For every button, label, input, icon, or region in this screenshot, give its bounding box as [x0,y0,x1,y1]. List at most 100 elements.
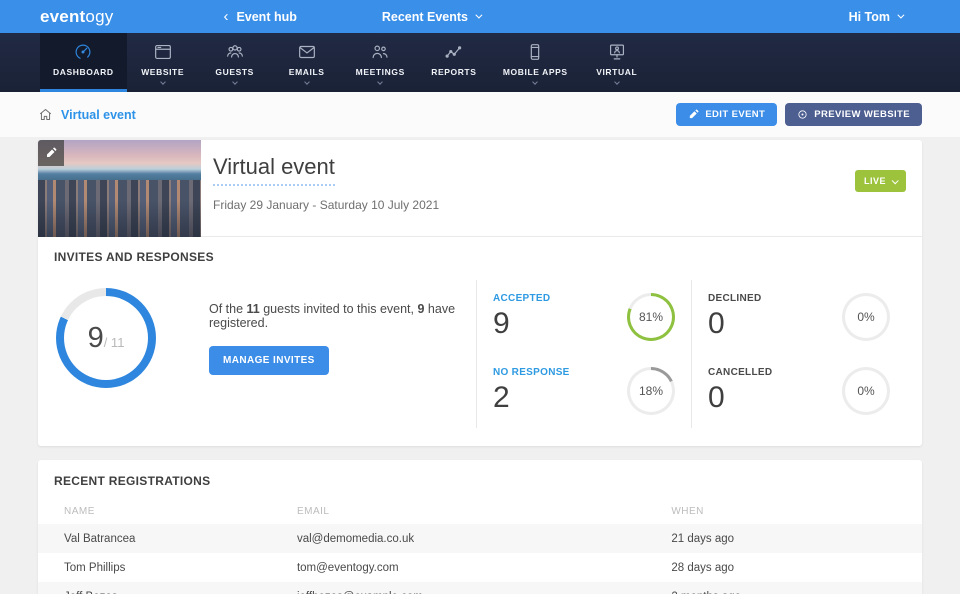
chevron-down-icon [532,79,539,85]
column-header-when: WHEN [671,505,704,517]
eventogy-logo[interactable]: eventogy [40,7,113,27]
stat-declined-value: 0 [708,307,725,340]
chevron-down-icon [613,79,620,85]
chevron-down-icon [897,11,905,19]
donut-registered-count: 9 [87,321,104,354]
monitor-person-icon [609,44,624,60]
recent-events-label: Recent Events [381,9,469,24]
registration-name: Val Batrancea [64,532,136,545]
event-info: Virtual event Friday 29 January - Saturd… [201,140,922,237]
breadcrumb[interactable]: Virtual event [38,107,136,122]
nav-label: EMAILS [288,67,325,77]
table-row[interactable]: Tom Phillips tom@eventogy.com 28 days ag… [38,553,922,582]
table-header: NAME EMAIL WHEN [38,498,922,524]
nav-label: GUESTS [215,67,254,77]
nav-item-website[interactable]: WEBSITE [127,33,199,92]
stat-cancelled: CANCELLED 0 0% [708,354,890,428]
chevron-down-icon [377,79,384,85]
stat-declined: DECLINED 0 0% [708,280,890,354]
stat-accepted: ACCEPTED 9 81% [493,280,675,354]
edit-image-button[interactable] [38,140,64,166]
recent-events-dropdown[interactable]: Recent Events [381,9,483,24]
envelope-icon [298,45,315,59]
phone-icon [531,44,540,60]
stat-declined-label: DECLINED [708,293,762,304]
registration-when: 2 months ago [671,591,896,594]
nav-item-guests[interactable]: GUESTS [199,33,271,92]
invites-summary-column: Of the 11 guests invited to this event, … [209,280,476,428]
event-title[interactable]: Virtual event [213,154,335,186]
recent-registrations-card: RECENT REGISTRATIONS NAME EMAIL WHEN Val… [38,460,922,594]
preview-website-label: PREVIEW WEBSITE [814,109,910,120]
stat-accepted-label[interactable]: ACCEPTED [493,293,551,304]
stat-no-response-ring: 18% [627,367,675,415]
invites-donut-chart: 9/ 11 [56,288,156,388]
stat-accepted-ring: 81% [627,293,675,341]
registration-email: val@demomedia.co.uk [296,532,415,545]
back-chevron-icon: ‹ [223,8,229,25]
invites-heading: INVITES AND RESPONSES [54,250,214,264]
preview-website-button[interactable]: PREVIEW WEBSITE [785,103,922,126]
two-people-icon [372,45,388,59]
registration-when: 28 days ago [671,561,735,574]
logo-bold: event [40,6,86,26]
chevron-down-icon [303,79,310,85]
registration-email: jeffbezos@example.com [297,591,671,594]
nav-label: DASHBOARD [53,67,114,77]
user-menu[interactable]: Hi Tom [848,9,905,24]
status-badge: LIVE [863,176,886,186]
nav-label: MOBILE APPS [502,67,568,77]
column-header-name: NAME [64,505,95,517]
registration-name: Jeff Bezos [64,591,297,594]
stat-no-response-label[interactable]: NO RESPONSE [493,367,570,378]
event-hub-label: Event hub [236,10,297,24]
nav-item-emails[interactable]: EMAILS [271,33,343,92]
nav-label: MEETINGS [355,67,405,77]
breadcrumb-bar: Virtual event EDIT EVENT PREVIEW WEBSITE [0,92,960,137]
gauge-icon [75,44,91,60]
event-hub-link[interactable]: ‹ Event hub [223,8,296,25]
invites-summary-text: Of the 11 guests invited to this event, … [209,302,456,330]
pencil-icon [47,147,57,157]
donut-total-count: / 11 [103,334,125,350]
edit-event-button[interactable]: EDIT EVENT [676,103,778,126]
main-nav: DASHBOARD WEBSITE GUESTS EMAILS MEETINGS… [0,33,960,92]
user-greeting: Hi Tom [848,9,890,24]
nav-item-meetings[interactable]: MEETINGS [343,33,418,92]
stat-declined-ring: 0% [842,293,890,341]
chevron-down-icon [159,79,166,85]
chevron-down-icon [891,176,899,184]
main-content: Virtual event Friday 29 January - Saturd… [0,137,960,594]
browser-icon [154,44,171,60]
stat-accepted-value: 9 [493,307,510,340]
pencil-icon [690,109,699,119]
table-row[interactable]: Val Batrancea val@demomedia.co.uk 21 day… [38,524,922,553]
event-dates: Friday 29 January - Saturday 10 July 202… [213,198,440,212]
invites-section: INVITES AND RESPONSES 9/ 11 Of the 11 gu… [38,237,922,446]
stat-no-response-value: 2 [493,381,510,414]
invites-donut-column: 9/ 11 [54,280,209,428]
topbar: eventogy ‹ Event hub Recent Events Hi Tom [0,0,960,33]
registrations-heading: RECENT REGISTRATIONS [54,474,211,488]
nav-label: WEBSITE [141,67,185,77]
registration-when: 21 days ago [671,532,735,545]
nav-item-mobile-apps[interactable]: MOBILE APPS [490,33,581,92]
manage-invites-button[interactable]: MANAGE INVITES [209,346,329,375]
nav-label: REPORTS [431,67,477,77]
stats-column-left: ACCEPTED 9 81% NO RESPONSE 2 18% [476,280,691,428]
column-header-email: EMAIL [296,505,330,517]
event-cover-image [38,140,201,237]
registration-email: tom@eventogy.com [296,561,399,574]
stat-no-response: NO RESPONSE 2 18% [493,354,675,428]
nav-item-dashboard[interactable]: DASHBOARD [40,33,127,92]
event-status-dropdown[interactable]: LIVE [854,170,906,192]
stat-cancelled-value: 0 [708,381,725,414]
preview-icon [798,110,807,119]
nav-item-reports[interactable]: REPORTS [418,33,490,92]
event-card: Virtual event Friday 29 January - Saturd… [38,140,922,446]
people-group-icon [226,45,243,58]
table-row[interactable]: Jeff Bezos jeffbezos@example.com 2 month… [38,582,922,594]
logo-light: ogy [85,6,114,26]
stat-cancelled-label: CANCELLED [708,367,773,378]
nav-item-virtual[interactable]: VIRTUAL [581,33,653,92]
